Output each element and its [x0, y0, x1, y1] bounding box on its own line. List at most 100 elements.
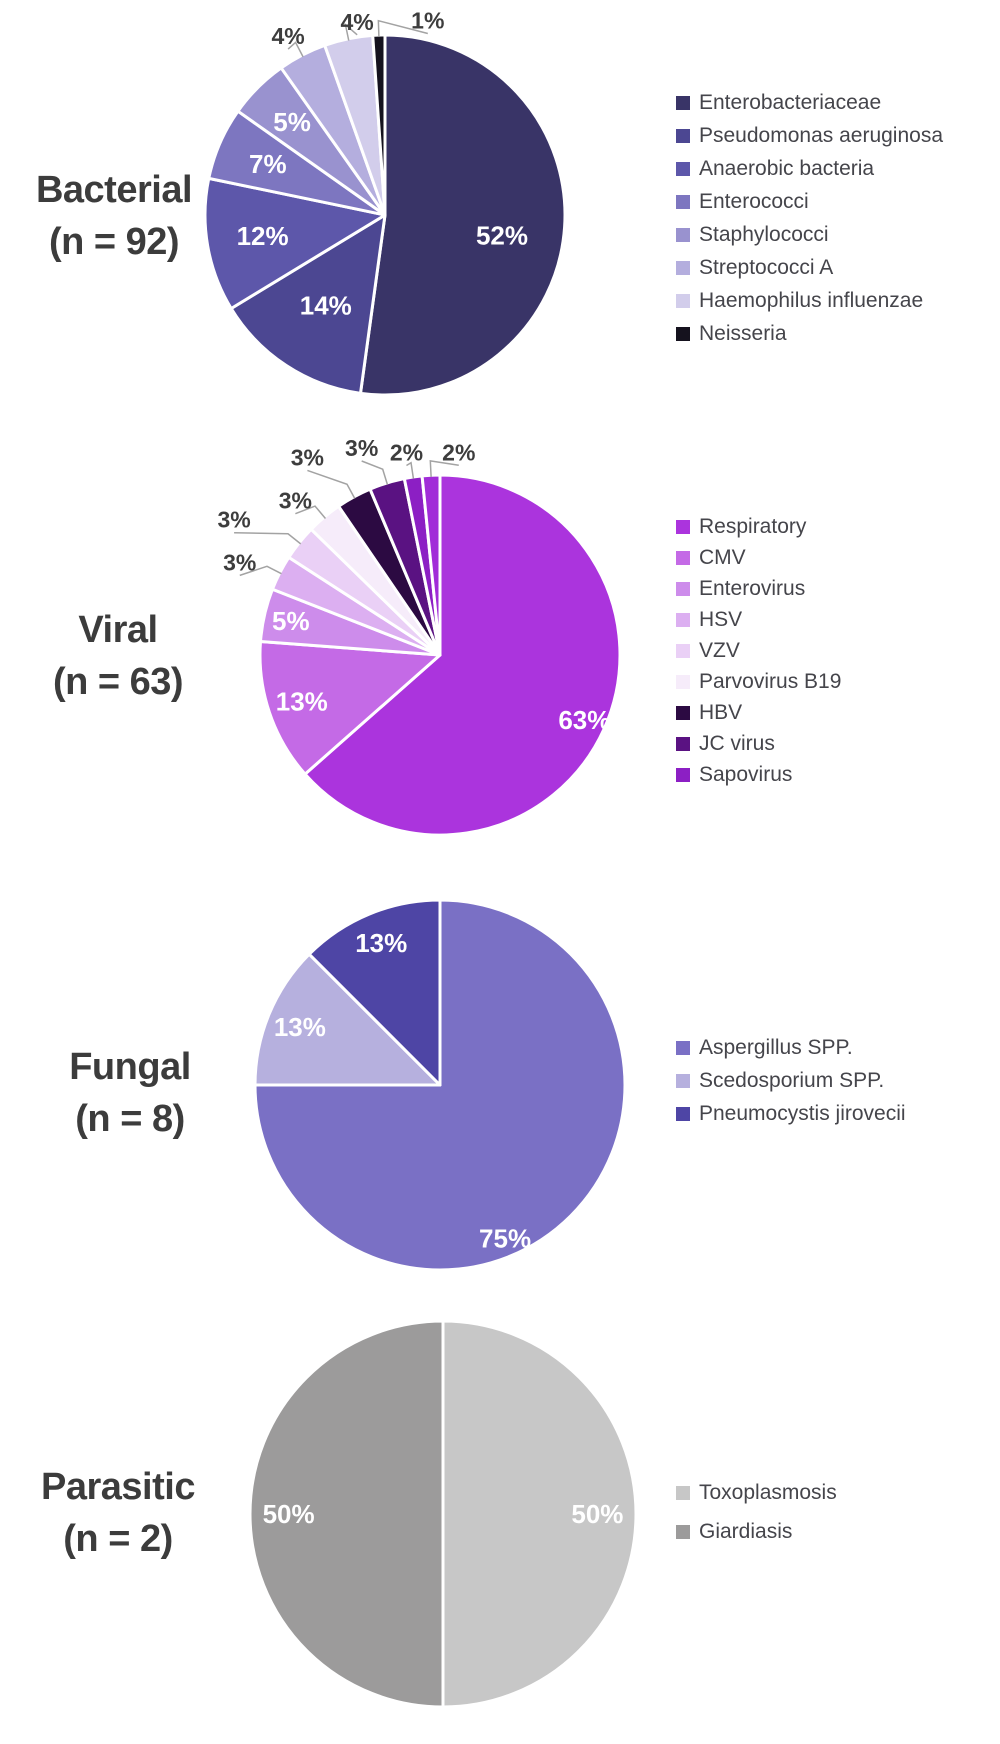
bacterial-slice-enterobacteriaceae: [358, 33, 567, 397]
slice-label: 5%: [273, 107, 311, 137]
legend-label: HBV: [699, 700, 743, 724]
slice-label: 75%: [479, 1223, 531, 1253]
legend-swatch: [676, 581, 690, 596]
legend-swatch: [676, 1040, 690, 1055]
legend-label: Aspergillus SPP.: [699, 1035, 853, 1059]
parasitic-title-line2: (n = 2): [63, 1518, 173, 1560]
legend-item: Respiratory: [676, 511, 841, 542]
legend-label: HSV: [699, 607, 743, 631]
fungal-pie: 75% 13% 13%: [253, 898, 627, 1272]
legend-label: Neisseria: [699, 321, 787, 345]
label-leader-line: [239, 565, 282, 577]
slice-label: 50%: [263, 1499, 315, 1529]
bacterial-slice-anaerobic-bacteria: [203, 176, 387, 311]
bacterial-title: Bacterial (n = 92): [0, 164, 264, 268]
slice-label: 13%: [274, 1012, 326, 1042]
legend-item: Streptococci A: [676, 251, 943, 284]
legend-swatch: [676, 705, 690, 720]
bacterial-slice-pseudomonas-aeruginosa: [229, 213, 387, 395]
legend-item: Pneumocystis jirovecii: [676, 1097, 906, 1130]
legend-item: Enterococci: [676, 185, 943, 218]
legend-label: Enterococci: [699, 189, 809, 213]
legend-label: Anaerobic bacteria: [699, 156, 875, 180]
legend-swatch: [676, 767, 690, 782]
legend-swatch: [676, 293, 690, 308]
legend-item: Enterobacteriaceae: [676, 86, 943, 119]
legend-swatch: [676, 674, 690, 689]
legend-item: HSV: [676, 604, 841, 635]
legend-swatch: [676, 194, 690, 209]
slice-label: 50%: [571, 1499, 623, 1529]
legend-item: Aspergillus SPP.: [676, 1031, 906, 1064]
fungal-title-line2: (n = 8): [75, 1098, 185, 1140]
bacterial-title-line2: (n = 92): [48, 221, 180, 263]
slice-label: 13%: [276, 686, 328, 716]
label-leader-line: [377, 19, 428, 37]
slice-label: 2%: [442, 439, 475, 465]
legend-label: Pseudomonas aeruginosa: [699, 123, 944, 147]
parasitic-slice-toxoplasmosis: [441, 1319, 638, 1709]
legend-swatch: [676, 643, 690, 658]
slice-label: 5%: [272, 606, 310, 636]
viral-title-line2: (n = 63): [52, 661, 184, 703]
slice-label: 14%: [300, 290, 352, 320]
legend-swatch: [676, 1073, 690, 1088]
parasitic-pie: 50% 50%: [248, 1319, 638, 1709]
slice-label: 3%: [279, 488, 312, 514]
legend-item: Enterovirus: [676, 573, 841, 604]
slice-label: 4%: [341, 9, 374, 35]
slice-label: 1%: [411, 8, 444, 34]
slice-label: 12%: [237, 221, 289, 251]
label-leader-line: [344, 22, 358, 41]
slice-label: 13%: [355, 928, 407, 958]
legend-label: Giardiasis: [699, 1519, 793, 1543]
fungal-slice-aspergillus-spp-: [253, 898, 627, 1272]
legend-swatch: [676, 612, 690, 627]
slice-label: 63%: [558, 705, 610, 735]
legend-label: Toxoplasmosis: [699, 1480, 837, 1504]
bacterial-pie: 52% 14% 12% 7% 5% 4% 4% 1%: [203, 8, 567, 397]
legend-label: Sapovirus: [699, 762, 793, 786]
legend-label: Parvovirus B19: [699, 669, 842, 693]
label-leader-line: [406, 461, 415, 479]
viral-title-line1: Viral: [78, 609, 158, 651]
slice-label: 3%: [291, 444, 324, 470]
legend-swatch: [676, 128, 690, 143]
slice-label: 3%: [217, 507, 250, 533]
legend-label: Staphylococci: [699, 222, 829, 246]
legend-item: Staphylococci: [676, 218, 943, 251]
legend-item: Pseudomonas aeruginosa: [676, 119, 943, 152]
viral-slice-cmv: [258, 640, 442, 776]
parasitic-title-line1: Parasitic: [41, 1466, 195, 1508]
viral-legend: Respiratory CMV Enterovirus HSV VZV Parvoviru…: [676, 511, 841, 790]
viral-slice-respiratory: [303, 473, 622, 837]
legend-swatch: [676, 326, 690, 341]
legend-swatch: [676, 161, 690, 176]
legend-item: CMV: [676, 542, 841, 573]
bacterial-title-line1: Bacterial: [35, 169, 193, 211]
parasitic-title: Parasitic (n = 2): [0, 1461, 268, 1565]
slice-label: 52%: [476, 221, 528, 251]
label-leader-line: [361, 460, 389, 485]
fungal-slice-pneumocystis-jirovecii: [307, 898, 442, 1087]
legend-item: Anaerobic bacteria: [676, 152, 943, 185]
legend-label: CMV: [699, 545, 746, 569]
legend-label: Pneumocystis jirovecii: [699, 1101, 906, 1125]
legend-label: Enterobacteriaceae: [699, 90, 882, 114]
bacterial-legend: Enterobacteriaceae Pseudomonas aeruginosa…: [676, 86, 943, 350]
legend-item: JC virus: [676, 728, 841, 759]
legend-item: Scedosporium SPP.: [676, 1064, 906, 1097]
viral-pie: 63% 13% 5% 3% 3% 3% 3% 3% 2% 2%: [217, 435, 622, 837]
fungal-slice-scedosporium-spp-: [253, 952, 442, 1087]
legend-item: Haemophilus influenzae: [676, 284, 943, 317]
legend-swatch: [676, 95, 690, 110]
legend-swatch: [676, 260, 690, 275]
label-leader-line: [307, 469, 356, 499]
slice-label: 7%: [249, 149, 287, 179]
label-leader-line: [287, 41, 304, 58]
label-leader-line: [295, 505, 327, 519]
legend-swatch: [676, 1524, 690, 1539]
legend-item: HBV: [676, 697, 841, 728]
legend-swatch: [676, 227, 690, 242]
